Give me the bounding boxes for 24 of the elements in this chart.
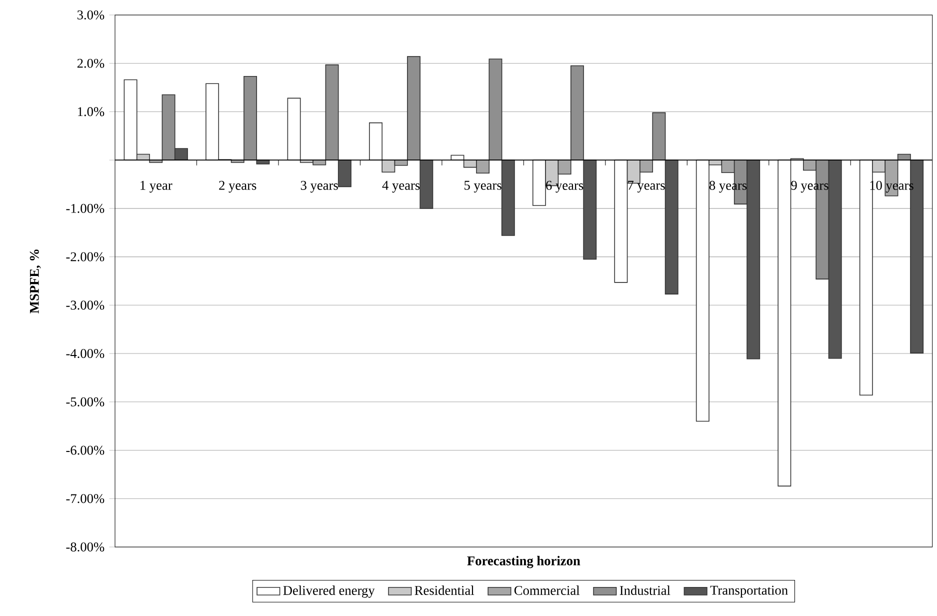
y-tick-label: -7.00% [66,494,104,504]
y-tick-label: -3.00% [66,300,104,310]
y-tick-label: -8.00% [66,542,104,552]
x-axis-title: Forecasting horizon [467,556,580,568]
legend-label: Industrial [620,586,670,595]
x-tick-label: 4 years [382,180,420,193]
y-tick-label: -4.00% [66,349,104,358]
y-tick-label: -6.00% [66,446,104,455]
y-axis-title: MSPFE, % [30,250,41,314]
y-tick-label: -1.00% [66,204,104,213]
x-tick-label: 7 years [628,180,665,193]
x-tick-label: 3 years [300,180,338,193]
y-tick-label: -2.00% [66,252,104,262]
legend-label: Commercial [514,586,580,595]
x-tick-label: 1 year [140,180,172,193]
legend-label: Delivered energy [283,586,375,598]
x-tick-label: 5 years [464,180,502,193]
legend-label: Transportation [710,586,788,598]
y-tick-label: 2.0% [77,58,104,68]
y-tick-label: 3.0% [77,10,104,20]
y-tick-label: 1.0% [78,107,104,116]
legend-label: Residential [414,586,474,595]
y-tick-label: -5.00% [66,397,104,406]
x-tick-label: 2 years [219,180,256,193]
